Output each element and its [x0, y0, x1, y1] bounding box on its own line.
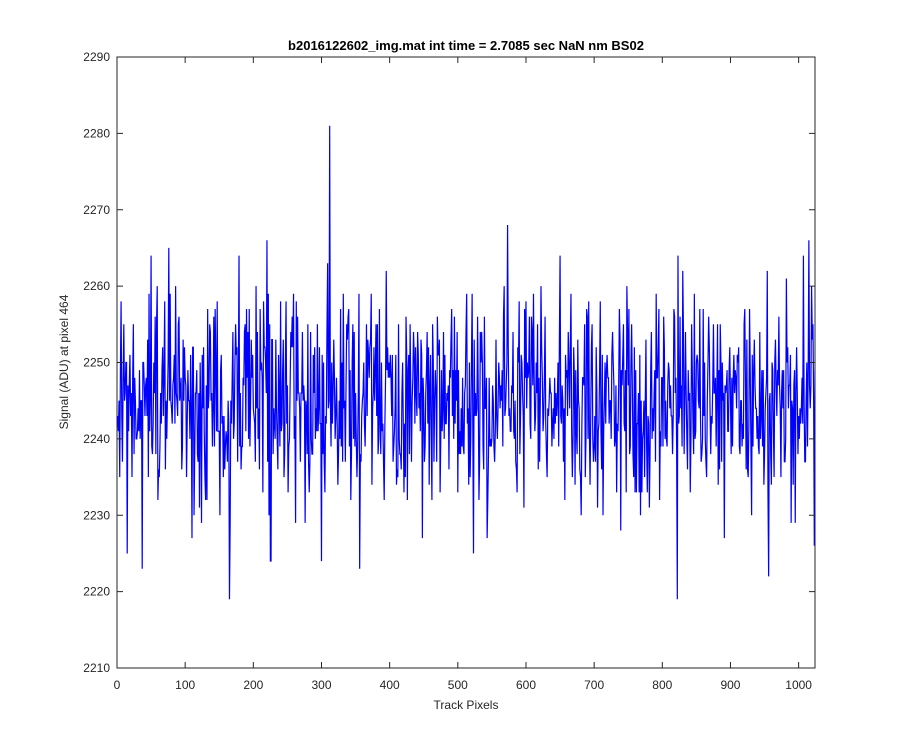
x-tick-label: 100 — [175, 678, 195, 692]
x-tick-label: 600 — [516, 678, 536, 692]
plot-area — [116, 56, 816, 669]
x-tick-label: 400 — [380, 678, 400, 692]
y-axis-label: Signal (ADU) at pixel 464 — [57, 294, 71, 429]
x-tick-label: 300 — [311, 678, 331, 692]
y-tick-label: 2260 — [83, 279, 110, 293]
y-tick-label: 2230 — [83, 508, 110, 522]
x-tick-label: 1000 — [785, 678, 812, 692]
x-tick-label: 900 — [720, 678, 740, 692]
y-tick-label: 2280 — [83, 126, 110, 140]
y-tick-label: 2220 — [83, 585, 110, 599]
x-tick-label: 0 — [114, 678, 121, 692]
x-tick-label: 500 — [448, 678, 468, 692]
chart-title: b2016122602_img.mat int time = 2.7085 se… — [288, 38, 644, 53]
x-tick-label: 800 — [652, 678, 672, 692]
y-tick-label: 2210 — [83, 661, 110, 675]
y-tick-label: 2270 — [83, 203, 110, 217]
y-tick-label: 2250 — [83, 356, 110, 370]
y-axis: 2210 2220 2230 2240 2250 2260 2270 2280 2290 — [83, 50, 815, 675]
x-axis: 0 100 200 300 400 500 600 700 800 900 1000 — [114, 57, 812, 692]
x-axis-label: Track Pixels — [434, 698, 499, 712]
x-tick-label: 700 — [584, 678, 604, 692]
x-tick-label: 200 — [243, 678, 263, 692]
series-line — [117, 125, 815, 600]
y-tick-label: 2240 — [83, 432, 110, 446]
y-tick-label: 2290 — [83, 50, 110, 64]
